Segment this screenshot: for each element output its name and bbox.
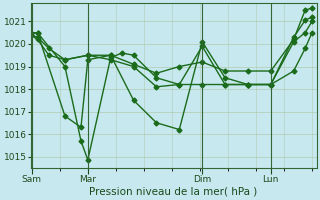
X-axis label: Pression niveau de la mer( hPa ): Pression niveau de la mer( hPa ) <box>90 187 258 197</box>
